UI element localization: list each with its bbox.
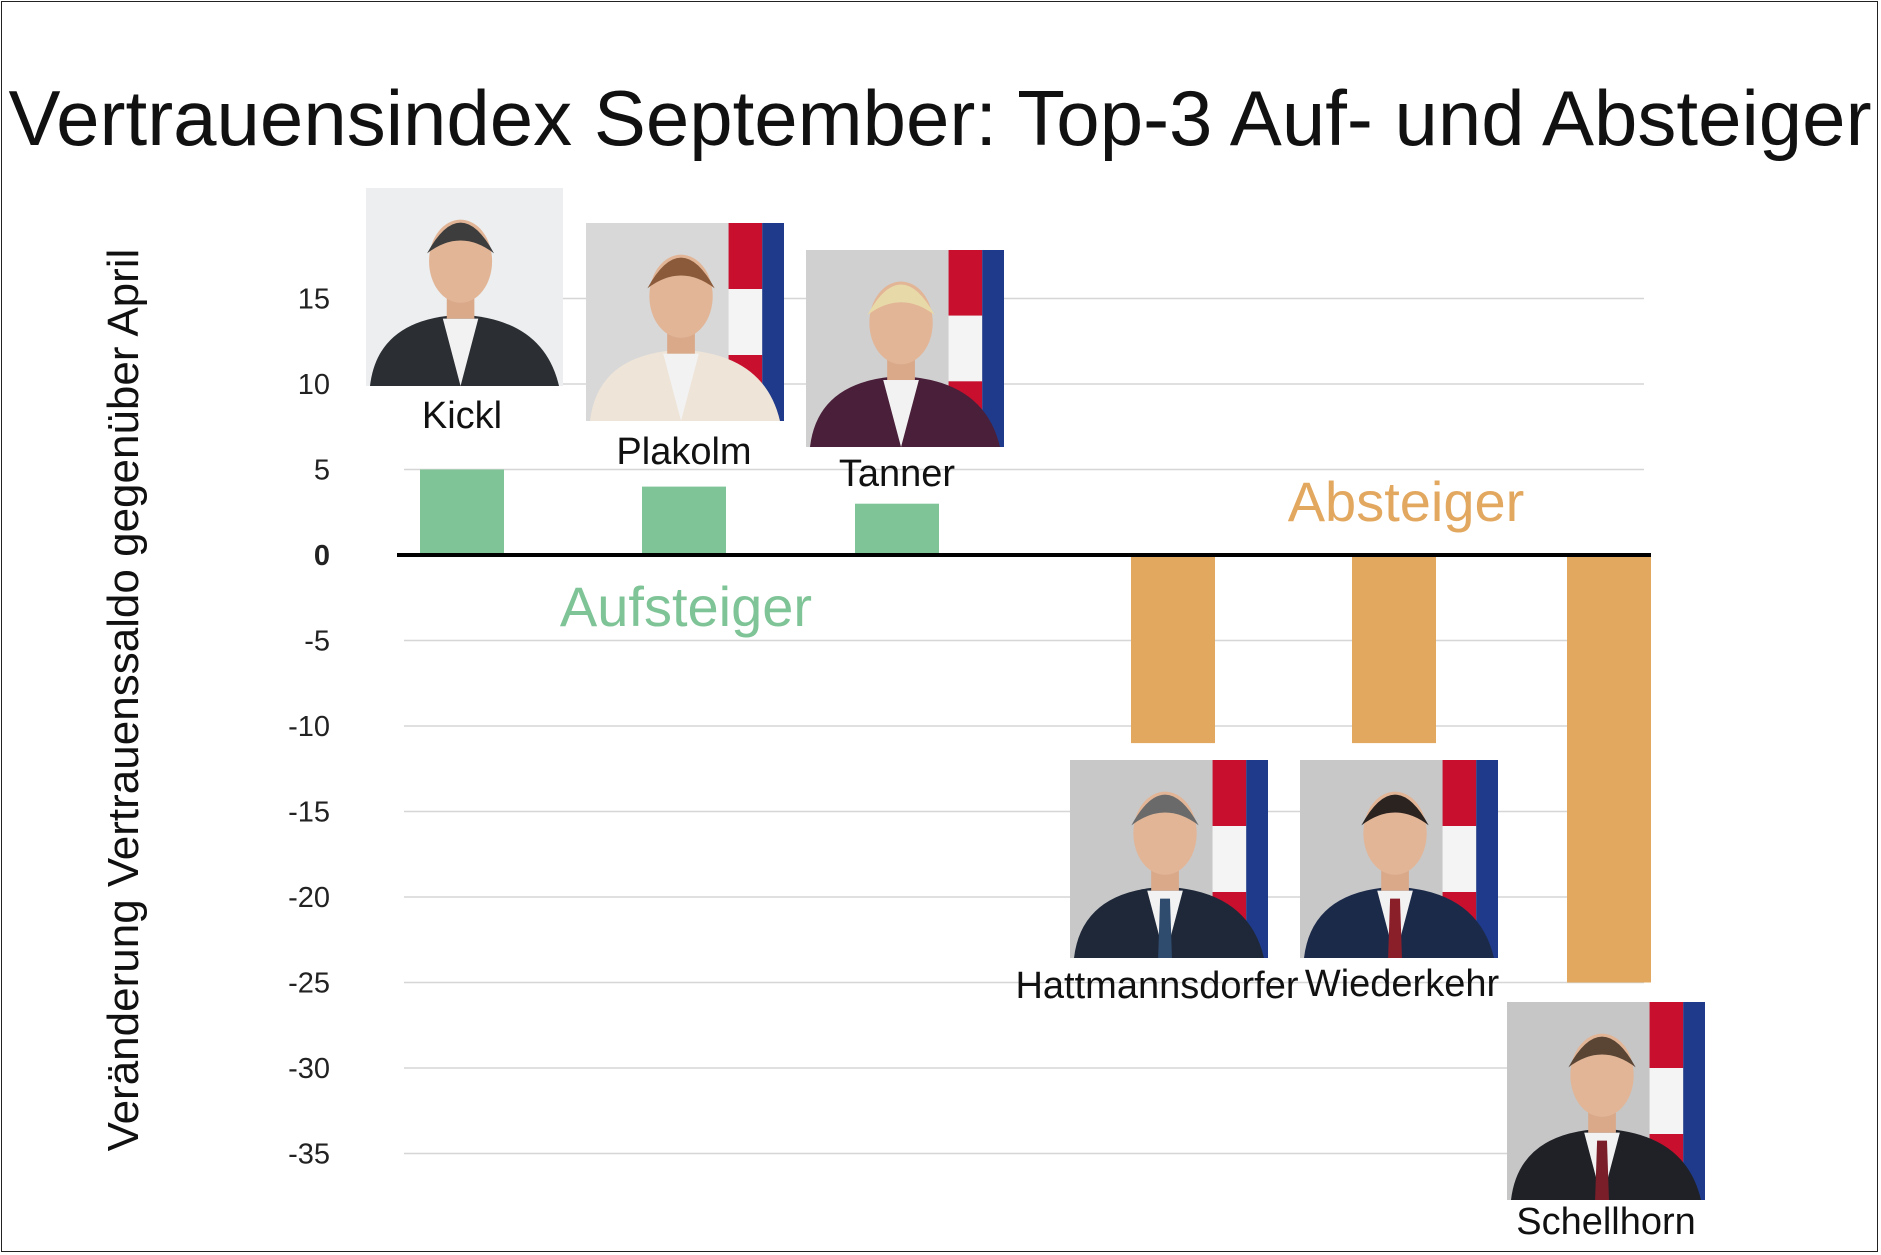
label-tanner: Tanner — [839, 453, 956, 495]
y-tick-label: 0 — [314, 540, 330, 572]
label-plakolm: Plakolm — [616, 431, 751, 473]
y-tick-label: 15 — [298, 284, 330, 316]
y-tick-label: 5 — [314, 455, 330, 487]
group-label-absteiger: Absteiger — [1288, 470, 1525, 533]
label-hattmannsdorfer: Hattmannsdorfer — [1015, 965, 1298, 1007]
y-tick-label: -30 — [288, 1053, 330, 1085]
y-tick-label: -25 — [288, 968, 330, 1000]
y-tick-label: 10 — [298, 369, 330, 401]
bar-tanner — [855, 503, 939, 555]
chart-title: Vertrauensindex September: Top-3 Auf- un… — [8, 74, 1871, 162]
portrait-tanner — [806, 250, 1004, 447]
y-tick-label: -20 — [288, 882, 330, 914]
bar-plakolm — [642, 486, 726, 555]
portrait-hattmannsdorfer — [1070, 760, 1268, 958]
y-tick-label: -10 — [288, 711, 330, 743]
y-axis-label: Veränderung Vertrauenssaldo gegenüber Ap… — [99, 249, 148, 1152]
y-tick-label: -5 — [304, 626, 330, 658]
group-label-aufsteiger: Aufsteiger — [560, 575, 812, 638]
y-tick-label: -35 — [288, 1139, 330, 1171]
bar-schellhorn — [1567, 555, 1651, 983]
portrait-schellhorn — [1507, 1002, 1705, 1200]
portrait-wiederkehr — [1300, 760, 1498, 958]
bar-kickl — [420, 469, 504, 555]
label-kickl: Kickl — [422, 395, 502, 437]
portrait-kickl — [366, 188, 563, 386]
bars — [420, 469, 1651, 983]
bar-hattmannsdorfer — [1131, 555, 1215, 744]
portraits — [366, 188, 1705, 1200]
label-schellhorn: Schellhorn — [1516, 1201, 1696, 1243]
y-tick-label: -15 — [288, 797, 330, 829]
person-labels: Kickl Plakolm Tanner Hattmannsdorfer Wiederk… — [422, 395, 1696, 1243]
gridlines — [404, 297, 1644, 1155]
portrait-plakolm — [586, 223, 784, 421]
group-labels: Aufsteiger Absteiger — [560, 470, 1524, 638]
label-wiederkehr: Wiederkehr — [1305, 963, 1500, 1005]
bar-wiederkehr — [1352, 555, 1436, 744]
y-axis-ticks: 15 10 5 0 -5 -10 -15 -20 -25 -30 -35 — [288, 284, 330, 1171]
